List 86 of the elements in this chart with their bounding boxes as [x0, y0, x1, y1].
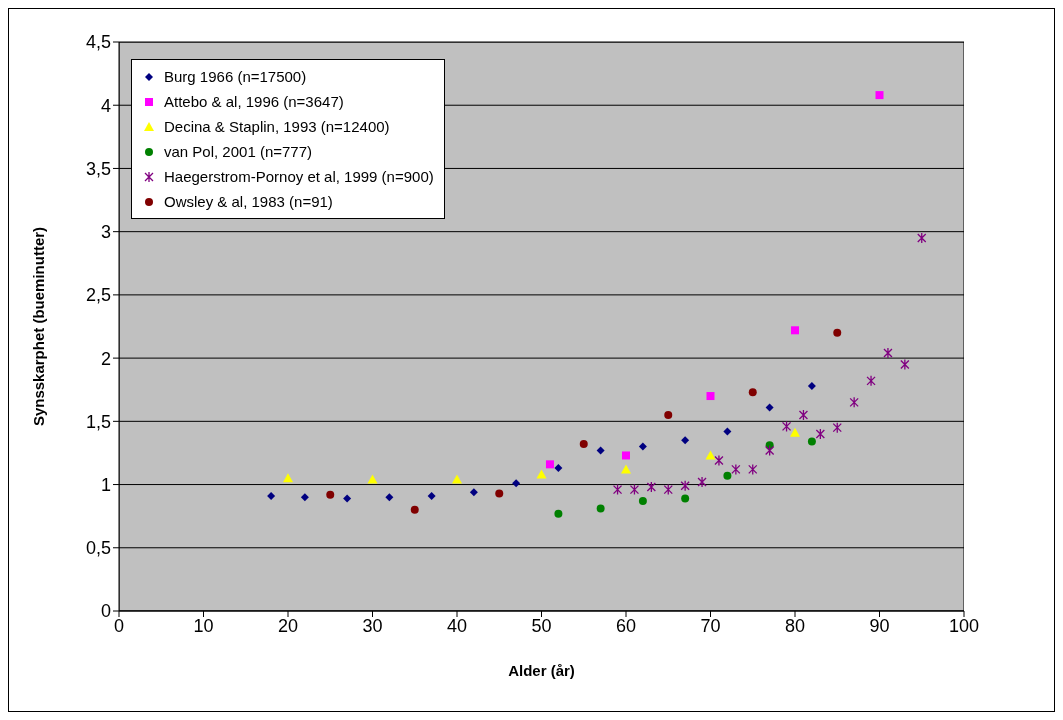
point: [596, 504, 605, 513]
point: [664, 411, 673, 420]
y-tick-label: 2,5: [85, 285, 111, 306]
point: [300, 493, 309, 502]
point: [367, 474, 378, 484]
y-tick-label: 3: [100, 222, 111, 243]
point: [781, 420, 792, 433]
y-tick-label: 1,5: [85, 411, 111, 432]
point: [681, 436, 690, 445]
point: [815, 428, 825, 440]
y-tick-label: 0: [100, 601, 111, 622]
point: [536, 469, 547, 479]
point: [723, 427, 732, 436]
y-tick-label: 1: [100, 474, 111, 495]
legend-label: Decina & Staplin, 1993 (n=12400): [164, 118, 390, 135]
point: [723, 471, 732, 480]
x-tick-label: 80: [784, 615, 806, 636]
point: [748, 463, 758, 476]
point: [875, 91, 884, 100]
point: [621, 464, 631, 474]
point: [343, 494, 352, 503]
point: [680, 480, 690, 492]
y-tick-label: 0,5: [85, 538, 111, 559]
point: [714, 454, 724, 467]
point: [900, 358, 910, 371]
point: [748, 388, 757, 397]
y-tick-label: 2: [100, 348, 111, 369]
legend-label: van Pol, 2001 (n=777): [164, 143, 313, 160]
point: [646, 481, 656, 493]
point: [706, 392, 715, 401]
y-axis-title: Synsskarphet (bueminutter): [30, 226, 48, 427]
point: [512, 479, 521, 488]
point: [798, 409, 809, 421]
point: [866, 375, 876, 387]
x-tick-label: 40: [446, 615, 468, 636]
point: [554, 464, 563, 473]
legend-label: Burg 1966 (n=17500): [164, 68, 307, 85]
point: [849, 396, 859, 409]
x-tick-label: 100: [948, 615, 980, 636]
point: [638, 442, 647, 451]
point: [326, 490, 335, 499]
point: [385, 493, 394, 502]
point: [681, 494, 690, 503]
point: [832, 422, 842, 434]
legend-label: Owsley & al, 1983 (n=91): [164, 193, 333, 210]
x-tick-label: 30: [362, 615, 383, 636]
point: [790, 427, 800, 437]
point: [765, 403, 774, 412]
x-tick-label: 50: [531, 615, 552, 636]
point: [495, 489, 504, 498]
point: [883, 347, 893, 359]
point: [596, 446, 605, 455]
y-tick-label: 4: [100, 95, 111, 116]
x-tick-label: 70: [700, 615, 721, 636]
point: [283, 473, 293, 483]
y-tick-label: 4,5: [85, 32, 111, 53]
point: [427, 491, 436, 500]
x-tick-label: 60: [615, 615, 637, 636]
point: [697, 476, 707, 488]
point: [622, 451, 630, 460]
point: [612, 483, 623, 496]
point: [807, 437, 816, 446]
point: [267, 491, 276, 500]
point: [410, 505, 419, 514]
point: [765, 444, 775, 457]
x-tick-label: 0: [113, 615, 125, 636]
point: [579, 440, 588, 449]
point: [807, 381, 816, 390]
x-tick-label: 90: [869, 615, 890, 636]
x-tick-label: 20: [277, 615, 299, 636]
point: [545, 460, 554, 469]
point: [791, 326, 799, 335]
legend-label: Haegerstrom-Pornoy et al, 1999 (n=900): [164, 168, 434, 185]
point: [663, 483, 673, 496]
point: [629, 483, 640, 496]
point: [469, 488, 478, 497]
legend-label: Attebo & al, 1996 (n=3647): [164, 93, 344, 110]
x-tick-label: 10: [193, 615, 214, 636]
y-tick-label: 3,5: [85, 158, 111, 179]
point: [731, 463, 741, 476]
x-axis-title: Alder (år): [508, 662, 575, 679]
point: [705, 450, 716, 460]
point: [638, 496, 647, 505]
point: [554, 509, 563, 518]
point: [917, 232, 927, 244]
point: [833, 328, 842, 337]
